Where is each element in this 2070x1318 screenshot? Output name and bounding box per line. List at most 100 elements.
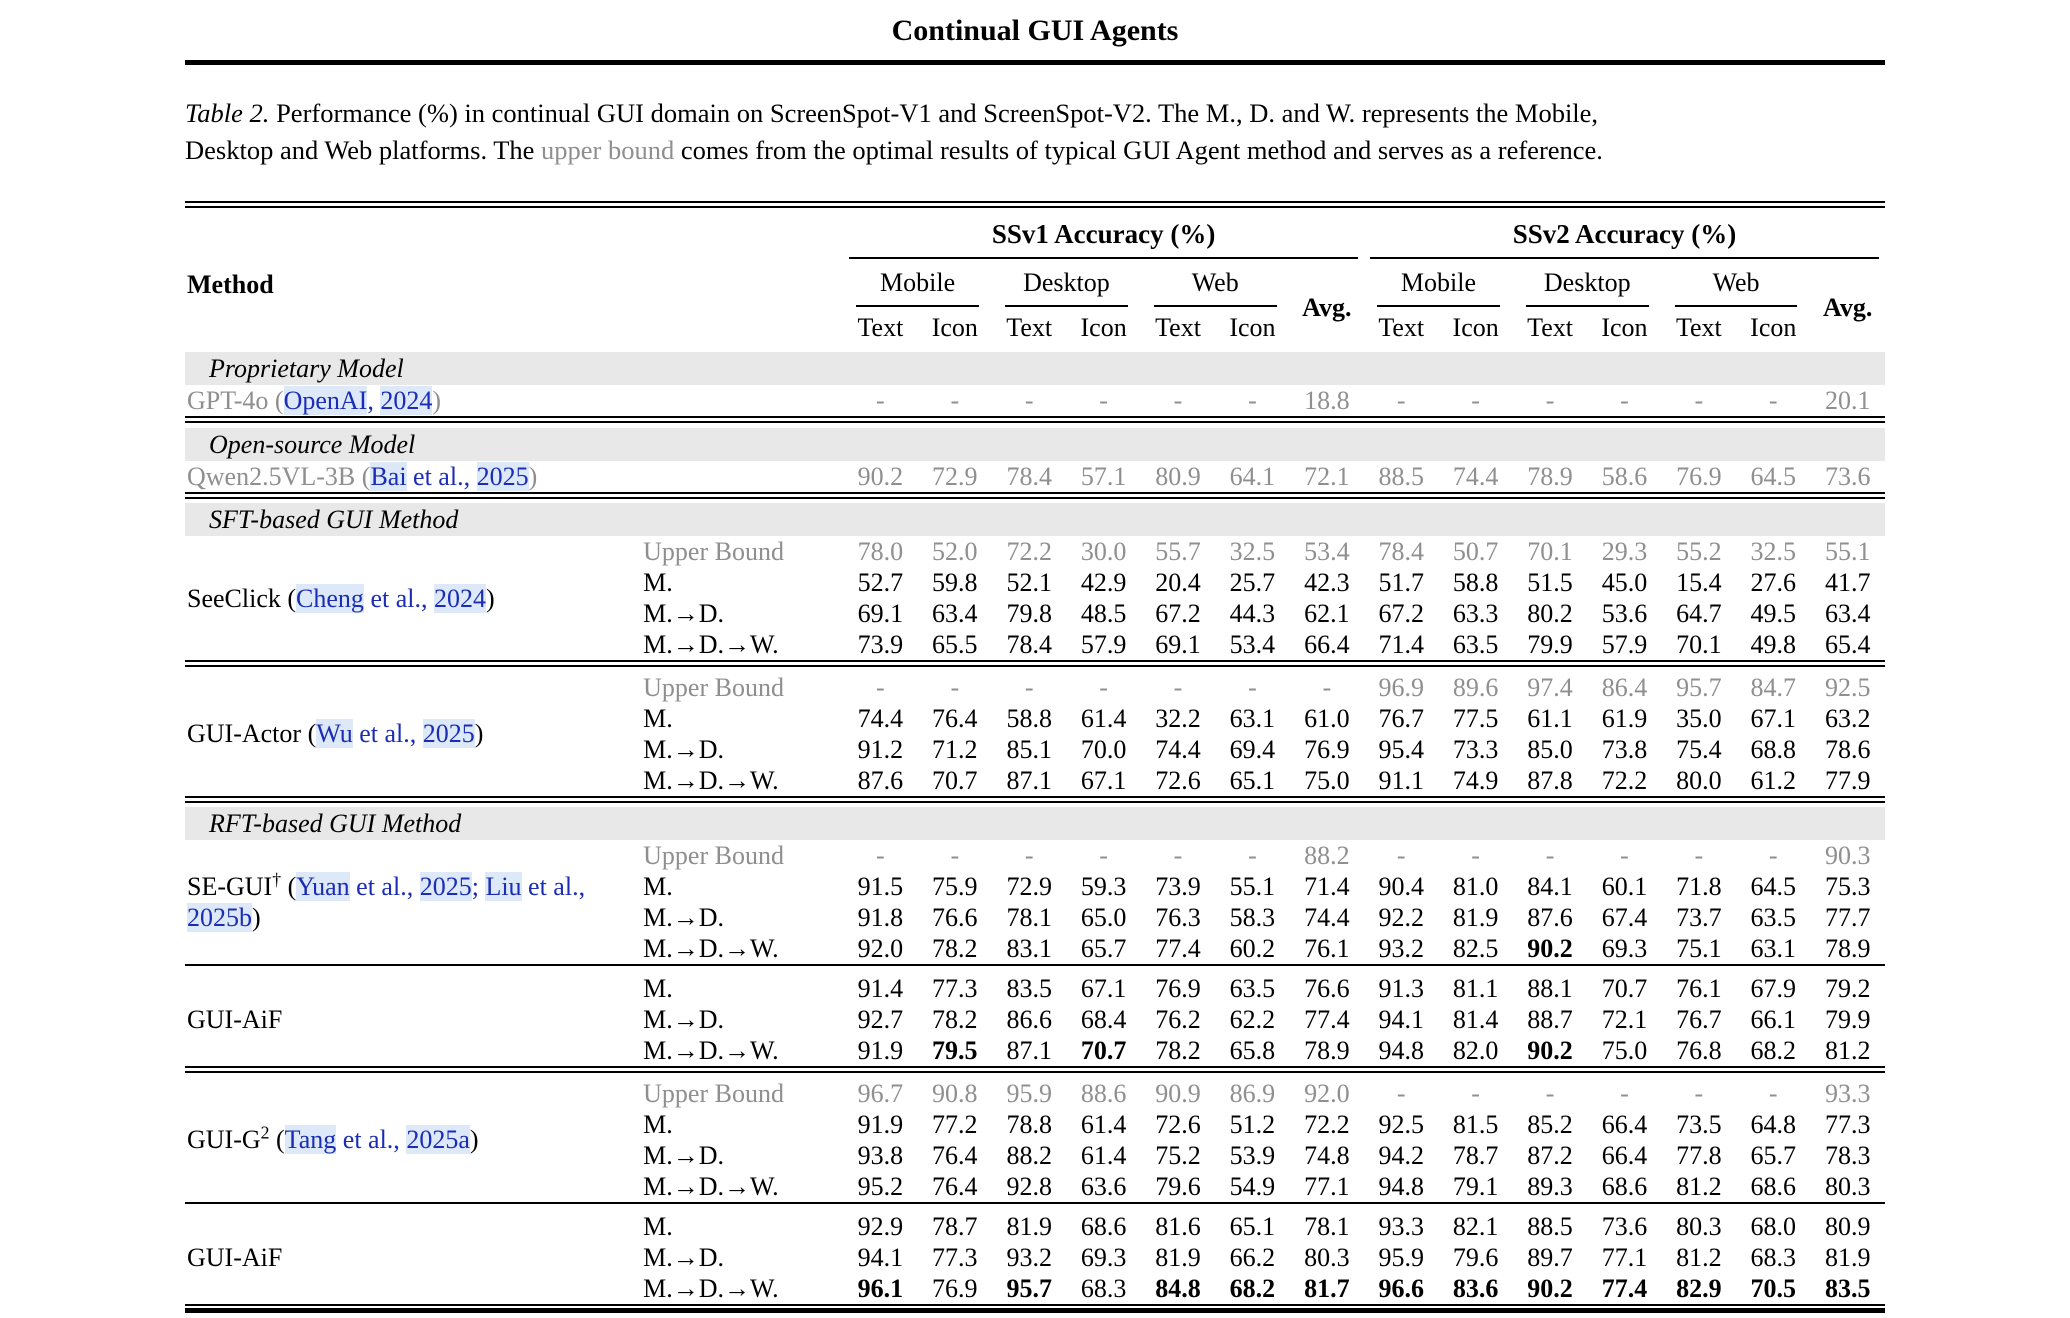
cell-value: 77.7 bbox=[1824, 903, 1871, 932]
cell-value: 80.0 bbox=[1676, 765, 1722, 795]
cell-value: 76.9 bbox=[1676, 461, 1722, 491]
cell-value: - bbox=[1471, 1078, 1480, 1108]
subcol-icon: Icon bbox=[1601, 313, 1648, 342]
cell-value: 49.8 bbox=[1750, 630, 1797, 659]
cell-value: 74.4 bbox=[1452, 461, 1499, 491]
cell-value: 74.9 bbox=[1452, 765, 1499, 795]
cell-value: 78.9 bbox=[1527, 461, 1573, 491]
cell-value: 61.4 bbox=[1080, 1109, 1127, 1139]
cell-value: - bbox=[1173, 841, 1183, 870]
citation-highlight: 2025b bbox=[187, 903, 252, 932]
citation-link[interactable]: Bai et al., 2025 bbox=[370, 461, 529, 491]
sequence-label: Upper Bound bbox=[643, 1078, 784, 1108]
cell-value: 59.8 bbox=[932, 568, 978, 597]
cell-value: - bbox=[1768, 1078, 1778, 1108]
citation-link[interactable]: Cheng et al., 2024 bbox=[296, 583, 486, 613]
table-row: M.→D. 91.2 71.2 85.1 70.0 74.4 69.4 76.9 95.4 73.… bbox=[185, 734, 1885, 765]
cell-value: 77.1 bbox=[1304, 1171, 1350, 1201]
cell-value: 18.8 bbox=[1304, 386, 1350, 415]
cell-value: 66.1 bbox=[1750, 1005, 1797, 1034]
citation-highlight: Bai bbox=[370, 461, 407, 491]
citation-link[interactable]: Tang et al., 2025a bbox=[284, 1125, 470, 1154]
cell-value: 94.8 bbox=[1378, 1171, 1424, 1201]
section-band-label: SFT-based GUI Method bbox=[185, 503, 1885, 536]
cell-value: 73.6 bbox=[1601, 1211, 1648, 1241]
cell-value: 78.0 bbox=[857, 537, 904, 566]
cell-value: 67.1 bbox=[1750, 703, 1797, 733]
cell-value: 73.3 bbox=[1452, 734, 1499, 764]
citation-highlight: 2025 bbox=[419, 872, 472, 901]
sequence-label: M.→D.→W. bbox=[643, 765, 779, 795]
cell-value: 91.9 bbox=[857, 1109, 904, 1139]
sequence-label bbox=[643, 385, 843, 420]
cell-value: - bbox=[950, 672, 960, 702]
table-header: Method SSv1 Accuracy (%) SSv2 Accuracy (… bbox=[185, 201, 1885, 352]
cell-value: - bbox=[876, 386, 885, 415]
citation-link[interactable]: OpenAI, 2024 bbox=[283, 386, 433, 415]
cell-value: 77.3 bbox=[932, 974, 978, 1003]
cell-value: 90.2 bbox=[1527, 1273, 1573, 1303]
cell-value: - bbox=[876, 841, 885, 870]
cell-value: - bbox=[1620, 841, 1629, 870]
cell-value: 72.6 bbox=[1155, 765, 1201, 795]
cell-value: - bbox=[1471, 386, 1480, 415]
method-name: GPT-4o bbox=[187, 386, 269, 415]
cell-value: 87.6 bbox=[857, 765, 904, 795]
subcol-text: Text bbox=[1675, 313, 1722, 342]
cell-value: 89.6 bbox=[1452, 672, 1499, 702]
cell-value: 93.8 bbox=[857, 1140, 904, 1170]
citation-highlight: Tang bbox=[284, 1125, 337, 1154]
cell-value: - bbox=[1620, 1078, 1629, 1108]
rule-separator bbox=[185, 1066, 1885, 1078]
cell-value: 77.3 bbox=[932, 1242, 978, 1272]
cell-value: 61.1 bbox=[1527, 703, 1573, 733]
cell-value: 89.7 bbox=[1527, 1242, 1573, 1272]
cell-value: 77.4 bbox=[1304, 1005, 1350, 1034]
citation-link[interactable]: Wu et al., 2025 bbox=[316, 719, 475, 748]
cell-value: 92.9 bbox=[857, 1211, 904, 1241]
cell-value: 68.8 bbox=[1750, 734, 1797, 764]
cell-value: 95.7 bbox=[1006, 1273, 1052, 1303]
cell-value: 89.3 bbox=[1527, 1171, 1573, 1201]
table-row: GPT-4o (OpenAI, 2024) - - - - - - 18.8 - - - - - - 20.… bbox=[185, 385, 1885, 420]
cell-value: 81.2 bbox=[1676, 1242, 1722, 1272]
sequence-label: M.→D. bbox=[643, 1140, 725, 1170]
cell-value: 72.9 bbox=[932, 461, 978, 491]
caption-text-1: Performance (%) in continual GUI domain … bbox=[276, 98, 1599, 128]
cell-value: 32.5 bbox=[1750, 537, 1797, 566]
cell-value: 93.3 bbox=[1824, 1078, 1871, 1108]
rule-separator-cell bbox=[185, 795, 1885, 807]
sequence-label: M.→D.→W. bbox=[643, 1273, 779, 1303]
cell-value: 94.2 bbox=[1378, 1140, 1424, 1170]
cell-value: 60.2 bbox=[1229, 934, 1276, 963]
cell-value: - bbox=[1768, 841, 1778, 870]
cell-value: 76.6 bbox=[932, 903, 978, 932]
column-header-mobile-ssv1: Mobile bbox=[843, 263, 992, 307]
cell-value: 85.1 bbox=[1006, 734, 1052, 764]
cell-value: 51.2 bbox=[1229, 1109, 1276, 1139]
subcol-text: Text bbox=[1378, 313, 1425, 342]
table-row: GUI-Actor (Wu et al., 2025) Upper Bound - -… bbox=[185, 672, 1885, 748]
citation-text: , bbox=[367, 386, 381, 415]
cell-value: 67.2 bbox=[1378, 599, 1424, 628]
citation-highlight: 2025 bbox=[422, 719, 475, 748]
citation-text: ; bbox=[471, 872, 486, 901]
rule-separator bbox=[185, 1201, 1885, 1211]
cell-value: 70.5 bbox=[1750, 1273, 1797, 1303]
table-row: GUI-G2 (Tang et al., 2025a) Upper Bound 96… bbox=[185, 1078, 1885, 1154]
sequence-label: M. bbox=[643, 703, 673, 733]
cell-value: 81.2 bbox=[1676, 1171, 1722, 1201]
citation-link[interactable]: Yuan et al., 2025; Liu et al., 2025b bbox=[187, 872, 585, 932]
cell-value: 88.2 bbox=[1006, 1140, 1052, 1170]
subcol-text: Text bbox=[857, 313, 904, 342]
method-cell: GUI-AiF bbox=[185, 1211, 643, 1305]
sequence-label: M.→D.→W. bbox=[643, 934, 779, 963]
caption-text-2b: comes from the optimal results of typica… bbox=[674, 135, 1603, 165]
cell-value: 92.0 bbox=[857, 934, 904, 963]
cell-value: 63.6 bbox=[1080, 1171, 1127, 1201]
section-band-label: RFT-based GUI Method bbox=[185, 807, 1885, 840]
cell-value: 61.2 bbox=[1750, 765, 1797, 795]
cell-value: 77.2 bbox=[932, 1109, 978, 1139]
cell-value: 69.3 bbox=[1601, 934, 1648, 963]
sequence-label: M.→D. bbox=[643, 734, 725, 764]
